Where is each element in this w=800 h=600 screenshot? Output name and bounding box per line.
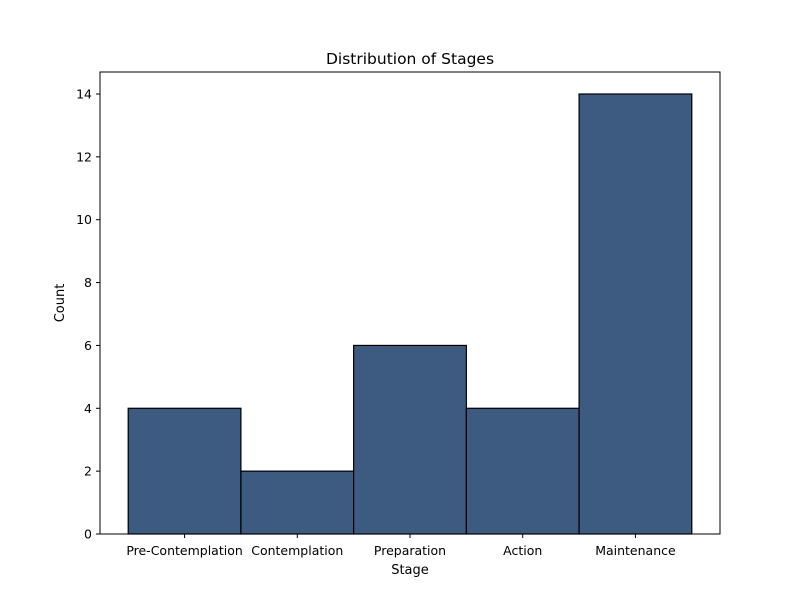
y-tick-label: 2 [84,464,92,479]
y-tick-label: 6 [84,338,92,353]
x-tick-label: Maintenance [595,543,676,558]
y-tick-label: 12 [76,149,92,164]
x-tick-label: Pre-Contemplation [126,543,242,558]
y-tick-label: 10 [76,212,92,227]
y-axis-label: Count [53,284,68,323]
x-tick-label: Preparation [374,543,446,558]
bar-maintenance [578,93,693,535]
x-axis-label: Stage [391,563,429,578]
y-tick-label: 14 [76,87,92,102]
y-tick-label: 0 [84,527,92,542]
y-tick-label: 4 [84,401,92,416]
bar-preparation [353,344,467,535]
x-axis: Pre-Contemplation Contemplation Preparatio… [126,534,676,558]
bars-group [127,93,693,535]
y-tick-label: 8 [84,275,92,290]
plot-frame [99,71,721,535]
y-axis: 0 2 4 6 8 10 12 14 [76,87,100,542]
bar-pre-contemplation [127,407,242,535]
x-tick-label: Action [503,543,542,558]
bar-contemplation [240,470,355,535]
bar-action [465,407,580,535]
chart-title: Distribution of Stages [326,50,494,68]
x-tick-label: Contemplation [251,543,343,558]
